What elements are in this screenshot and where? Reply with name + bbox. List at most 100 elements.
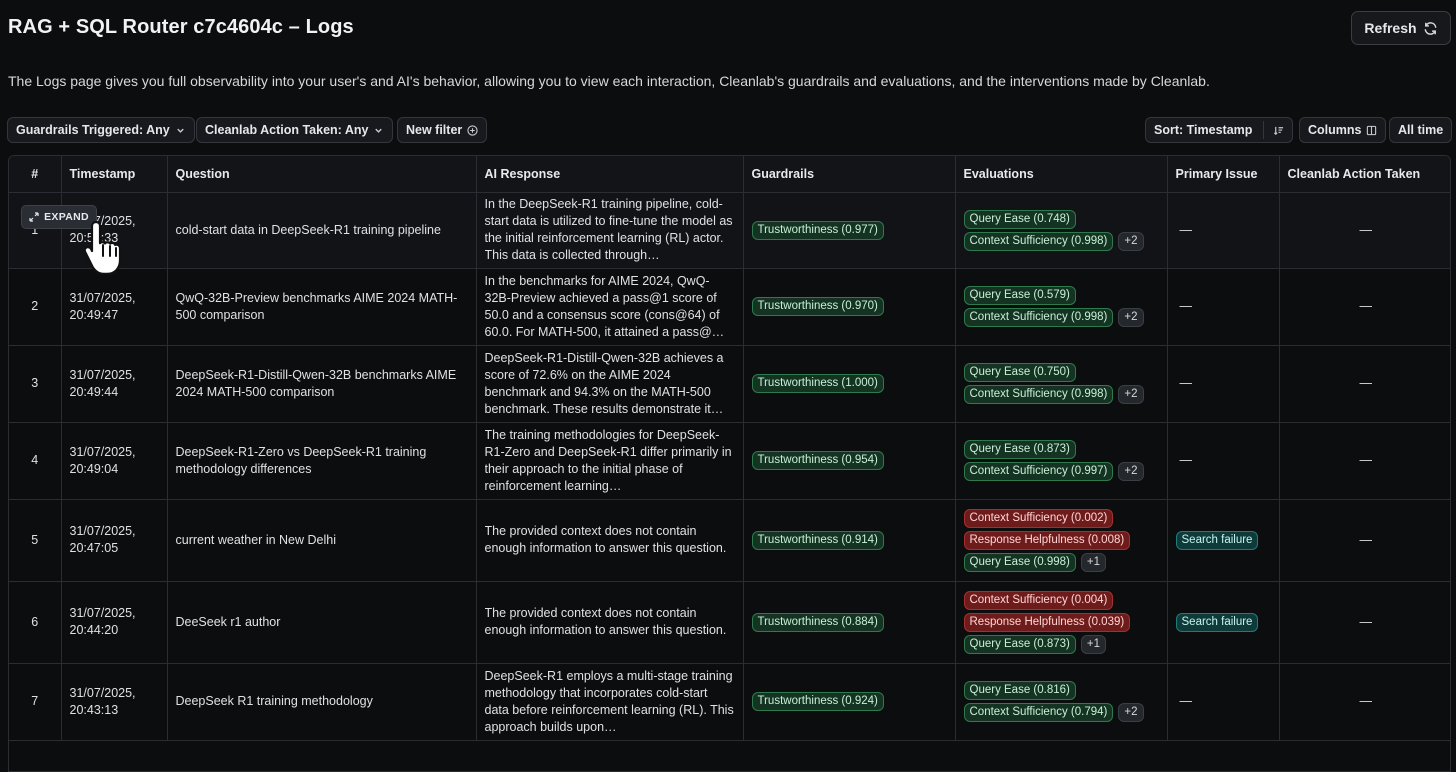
row-number-cell: 4 [9,422,62,500]
guardrail-badge[interactable]: Trustworthiness (0.970) [751,297,884,316]
primary-issue-cell: — [1167,268,1280,346]
evaluation-badge[interactable]: Context Sufficiency (0.004) [963,590,1114,610]
evaluation-badge[interactable]: Response Helpfulness (0.008) [963,530,1131,550]
evaluation-badge[interactable]: Response Helpfulness (0.039) [963,612,1131,632]
evaluation-badge[interactable]: Query Ease (0.998) [963,552,1076,572]
guardrail-badge[interactable]: Trustworthiness (0.884) [751,612,884,632]
timestamp-cell: 31/07/2025, 20:49:04 [61,422,168,500]
cleanlab-action-filter[interactable]: Cleanlab Action Taken: Any [196,117,394,143]
table-row[interactable]: 2 31/07/2025, 20:49:47 QwQ-32B-Preview benc… [9,268,1450,346]
evaluation-badge[interactable]: Context Sufficiency (0.998) [963,308,1114,327]
question-cell: DeepSeek-R1-Zero vs DeepSeek-R1 training… [167,422,477,500]
guardrail-badge[interactable]: Trustworthiness (0.914) [751,530,884,550]
evaluation-line: Context Sufficiency (0.004) [963,590,1159,610]
row-number: 6 [31,614,39,629]
question-cell: current weather in New Delhi [167,499,477,582]
more-evaluations-badge[interactable]: +1 [1080,552,1106,572]
ai-response-text: In the benchmarks for AIME 2024, QwQ-32B… [484,273,725,339]
evaluation-badge[interactable]: Context Sufficiency (0.002) [963,508,1114,528]
columns-button[interactable]: Columns [1299,117,1387,143]
expand-button[interactable]: EXPAND [21,205,97,229]
evaluation-line: Context Sufficiency (0.002) [963,508,1159,528]
table-row[interactable]: 5 31/07/2025, 20:47:05 current weather in N… [9,499,1450,582]
timestamp-date: 31/07/2025, [69,290,136,305]
guardrail-badge[interactable]: Trustworthiness (1.000) [751,374,884,393]
column-header-guardrails[interactable]: Guardrails [743,156,956,193]
evaluation-line: Context Sufficiency (0.998) +2 [963,385,1159,404]
guardrail-badge[interactable]: Trustworthiness (0.977) [751,220,884,240]
guardrails-cell: Trustworthiness (0.977) [743,192,956,269]
row-number: 5 [31,532,39,547]
sort-label: Sort: Timestamp [1154,123,1253,137]
evaluation-badge[interactable]: Context Sufficiency (0.794) [963,703,1114,722]
ai-response-cell: The provided context does not contain en… [476,581,744,664]
column-header-ai-response[interactable]: AI Response [476,156,744,193]
row-number: 7 [31,694,39,708]
ai-response-text: The provided context does not contain en… [484,606,727,637]
table-row[interactable]: 6 31/07/2025, 20:44:20 DeeSeek r1 author The… [9,581,1450,664]
guardrails-cell: Trustworthiness (0.884) [743,581,956,664]
evaluation-badge[interactable]: Query Ease (0.579) [963,286,1076,305]
new-filter-button[interactable]: New filter [397,117,488,143]
guardrails-filter[interactable]: Guardrails Triggered: Any [7,117,195,143]
more-evaluations-badge[interactable]: +2 [1118,231,1144,251]
ai-response-cell: The training methodologies for DeepSeek-… [476,422,744,500]
ai-response-cell: The provided context does not contain en… [476,499,744,582]
evaluations-cell: Query Ease (0.750) Context Sufficiency (0… [955,345,1168,423]
evaluation-badge[interactable]: Query Ease (0.816) [963,681,1076,700]
question-cell: QwQ-32B-Preview benchmarks AIME 2024 MAT… [167,268,477,346]
table-row[interactable]: 3 31/07/2025, 20:49:44 DeepSeek-R1-Distill-… [9,345,1450,423]
evaluations-cell: Context Sufficiency (0.004) Response Help… [955,581,1168,664]
column-header-cleanlab-action[interactable]: Cleanlab Action Taken [1279,156,1450,193]
evaluation-line: Query Ease (0.579) [963,286,1159,305]
question-cell: cold-start data in DeepSeek-R1 training … [167,192,477,269]
evaluation-badge[interactable]: Query Ease (0.748) [963,209,1076,229]
evaluation-badge[interactable]: Context Sufficiency (0.997) [963,462,1114,481]
evaluation-badge[interactable]: Context Sufficiency (0.998) [963,231,1114,251]
ai-response-cell: In the DeepSeek-R1 training pipeline, co… [476,192,744,269]
table-row[interactable]: 4 31/07/2025, 20:49:04 DeepSeek-R1-Zero vs … [9,422,1450,500]
primary-issue-value: — [1179,453,1193,467]
primary-issue-badge[interactable]: Search failure [1175,530,1259,550]
column-header-evaluations[interactable]: Evaluations [955,156,1168,193]
row-number: 1 [31,222,39,237]
column-header-primary-issue[interactable]: Primary Issue [1167,156,1280,193]
timestamp-date: 31/07/2025, [69,524,136,538]
primary-issue-badge[interactable]: Search failure [1175,612,1259,632]
ai-response-text: The training methodologies for DeepSeek-… [484,427,732,493]
sort-button[interactable]: Sort: Timestamp [1145,117,1294,143]
guardrail-badge[interactable]: Trustworthiness (0.924) [751,692,884,711]
column-header-number[interactable]: # [9,156,62,193]
cleanlab-action-cell: — [1279,499,1450,582]
evaluation-badge[interactable]: Query Ease (0.750) [963,363,1076,382]
cleanlab-action-value: — [1359,299,1373,313]
evaluation-badge[interactable]: Query Ease (0.873) [963,634,1076,654]
question-text: DeeSeek r1 author [175,614,281,629]
column-header-question[interactable]: Question [167,156,477,193]
more-evaluations-badge[interactable]: +2 [1118,385,1144,404]
evaluations-cell: Query Ease (0.748) Context Sufficiency (0… [955,192,1168,269]
refresh-button[interactable]: Refresh [1351,11,1451,45]
time-range-label: All time [1398,123,1444,137]
evaluation-badge[interactable]: Context Sufficiency (0.998) [963,385,1114,404]
row-number-cell: 7 [9,663,62,741]
cleanlab-action-cell: — [1279,345,1450,423]
table-row[interactable]: 131/07/2025,20:50:33cold-start data in D… [9,192,1450,269]
column-header-timestamp[interactable]: Timestamp [61,156,168,193]
guardrail-badge[interactable]: Trustworthiness (0.954) [751,451,884,470]
more-evaluations-badge[interactable]: +2 [1118,462,1144,481]
expand-label: EXPAND [44,211,89,223]
primary-issue-value: — [1179,376,1193,390]
primary-issue-value: — [1179,694,1193,708]
time-range-button[interactable]: All time [1389,117,1453,143]
table-row[interactable]: 7 31/07/2025, 20:43:13 DeepSeek R1 training… [9,663,1450,741]
ai-response-cell: DeepSeek-R1-Distill-Qwen-32B achieves a … [476,345,744,423]
evaluation-badge[interactable]: Query Ease (0.873) [963,440,1076,459]
evaluation-line: Query Ease (0.750) [963,363,1159,382]
evaluations-cell: Query Ease (0.873) Context Sufficiency (0… [955,422,1168,500]
more-evaluations-badge[interactable]: +2 [1118,703,1144,722]
more-evaluations-badge[interactable]: +1 [1080,634,1106,654]
more-evaluations-badge[interactable]: +2 [1118,308,1144,327]
evaluation-line: Query Ease (0.816) [963,681,1159,700]
columns-icon [1367,125,1377,135]
